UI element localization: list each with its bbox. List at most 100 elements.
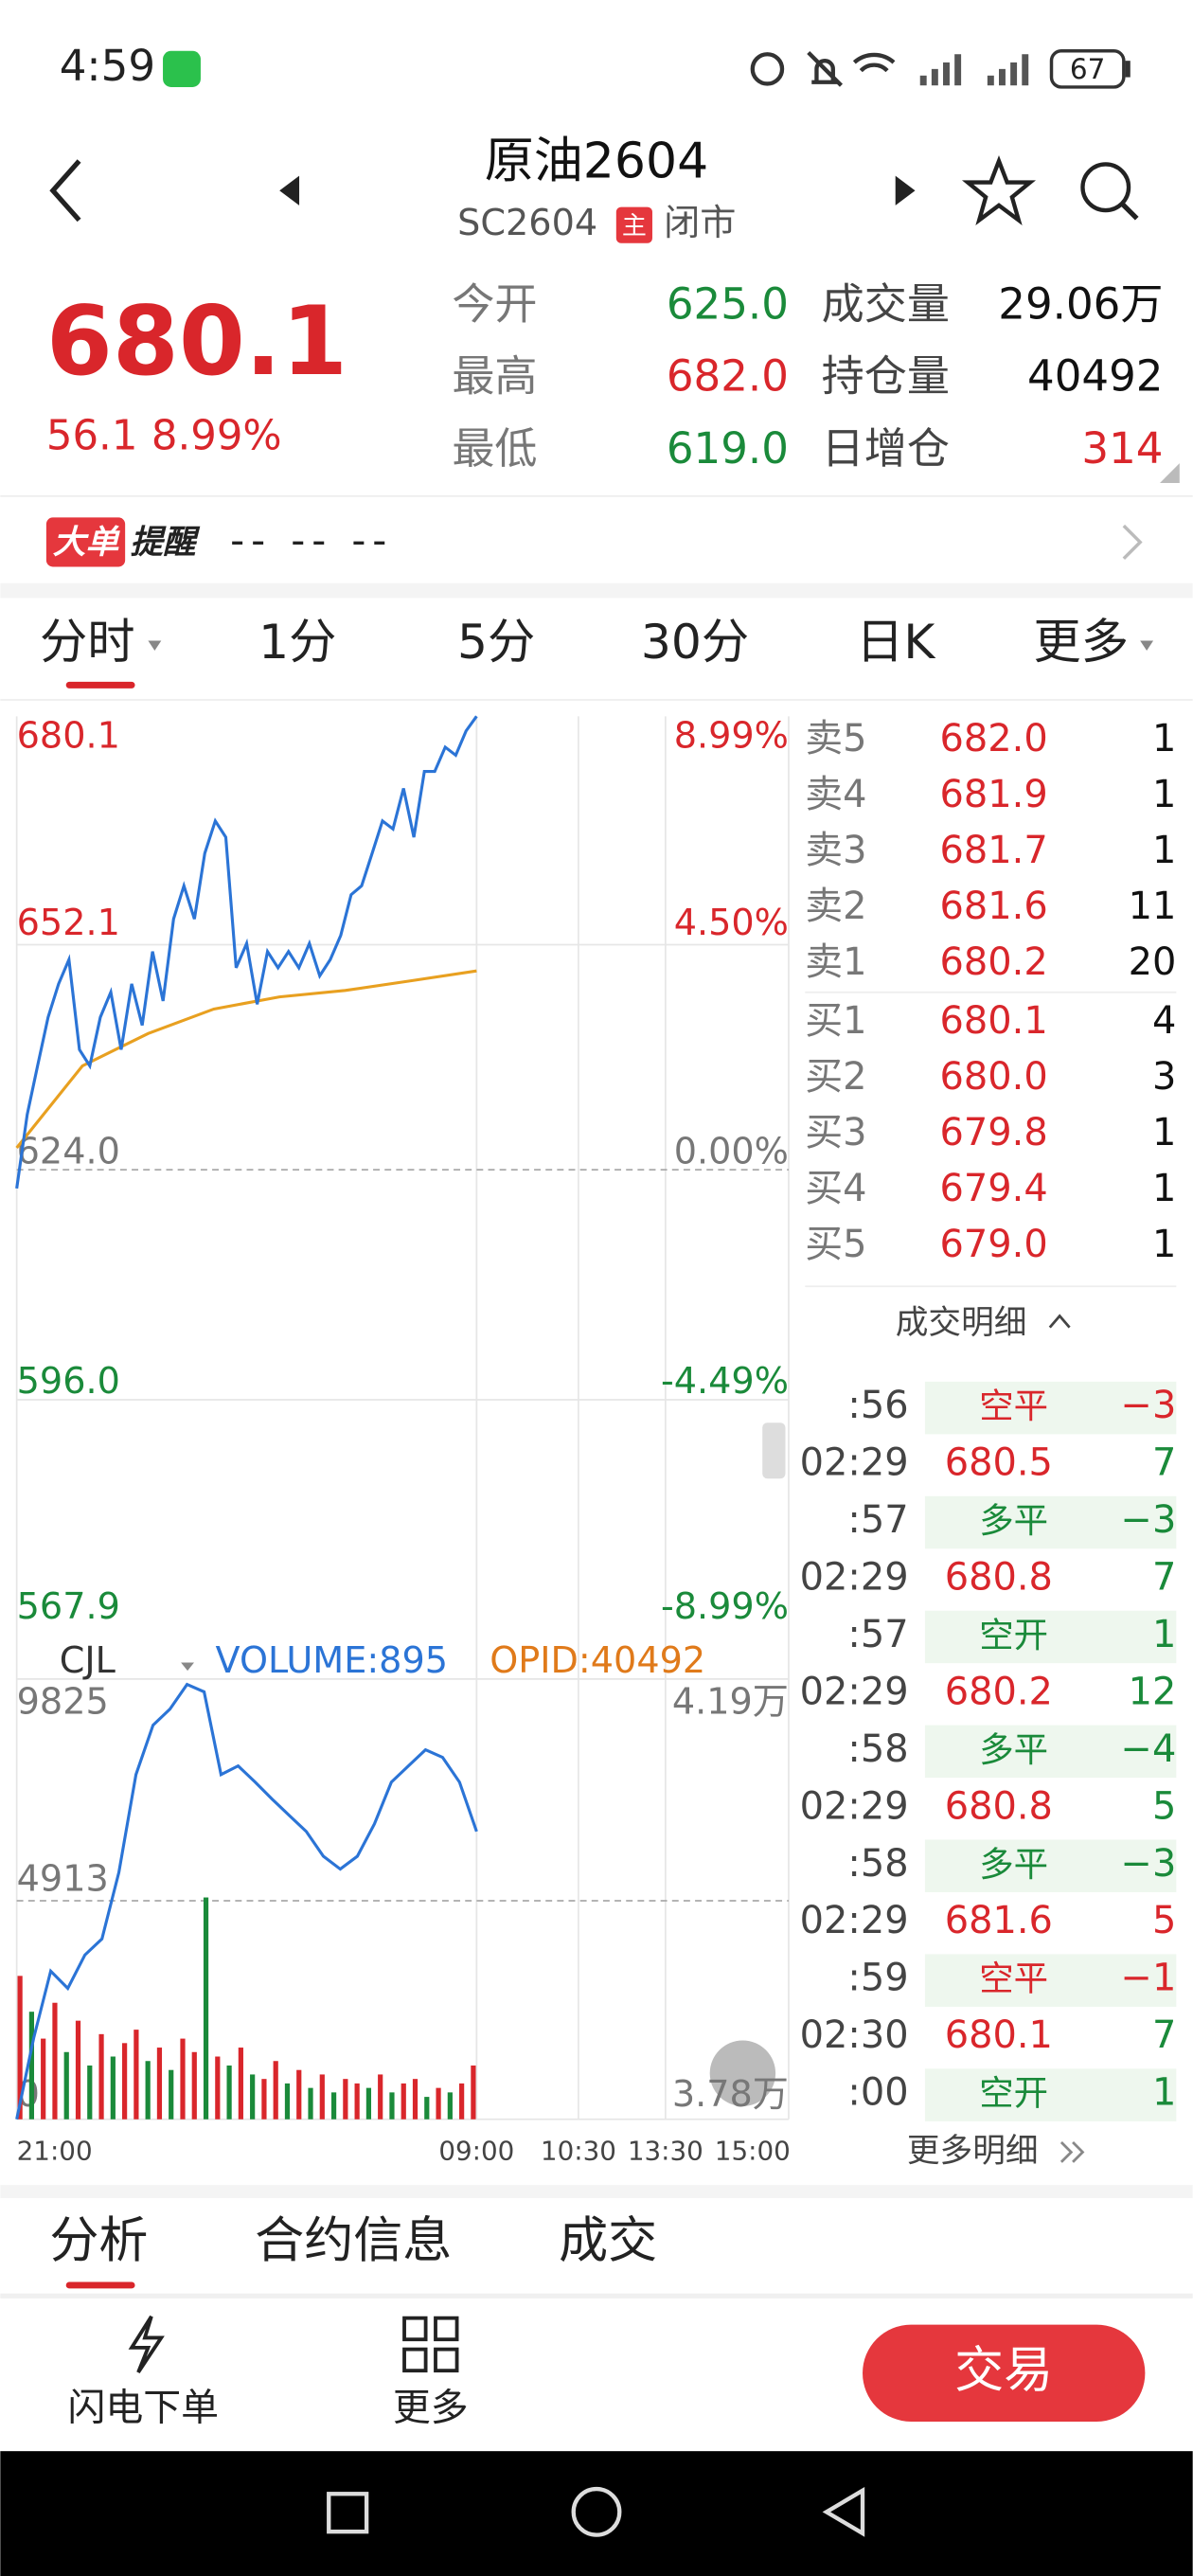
wechat-icon bbox=[163, 50, 201, 87]
volume-bar bbox=[238, 2048, 243, 2120]
price-axis-label: 567.9 bbox=[17, 1585, 120, 1627]
volume-bar bbox=[75, 2020, 81, 2120]
volume-bar bbox=[110, 2056, 116, 2120]
volume-bar bbox=[250, 2074, 256, 2120]
trade-price: 680.8 bbox=[945, 1555, 1053, 1599]
volume-bar bbox=[389, 2092, 395, 2120]
book-price: 679.8 bbox=[940, 1111, 1048, 1154]
trade-button-text[interactable]: 交易 bbox=[954, 2343, 1053, 2400]
volume-bar bbox=[52, 2002, 58, 2120]
volume-bar bbox=[28, 2012, 35, 2120]
bottom-tab[interactable]: 合约信息 bbox=[255, 2213, 452, 2270]
period-tab[interactable]: 1分 bbox=[258, 614, 336, 670]
side-handle[interactable] bbox=[762, 1422, 786, 1479]
trade-time: :59 bbox=[847, 1957, 908, 2000]
pct-axis-label: 8.99% bbox=[674, 714, 789, 756]
alert-chevron[interactable] bbox=[1122, 524, 1143, 561]
trade-qty: 1 bbox=[1152, 2071, 1176, 2115]
stat-label: 今开 bbox=[452, 278, 537, 329]
next-icon[interactable] bbox=[895, 175, 916, 206]
book-qty: 1 bbox=[1152, 1223, 1176, 1266]
grid-icon[interactable] bbox=[402, 2316, 459, 2373]
trade-type: 空平 bbox=[979, 1959, 1048, 1999]
more-detail[interactable]: 更多明细 bbox=[907, 2132, 1039, 2170]
search-icon[interactable] bbox=[1080, 162, 1131, 213]
volume-bar bbox=[354, 2083, 360, 2120]
volume-bar bbox=[424, 2097, 430, 2120]
price-axis-label: 596.0 bbox=[17, 1360, 120, 1402]
trade-qty: 12 bbox=[1129, 1670, 1177, 1713]
volume-bar bbox=[296, 2069, 302, 2120]
price-change-pct: 8.99% bbox=[151, 413, 282, 460]
volume-bar bbox=[203, 1897, 209, 2120]
stat-value: 29.06万 bbox=[998, 278, 1163, 329]
nav-home[interactable] bbox=[571, 2486, 622, 2537]
volume-bar bbox=[261, 2079, 267, 2120]
trade-price: 680.5 bbox=[945, 1441, 1053, 1485]
stat-label: 最高 bbox=[452, 351, 537, 402]
tab-arrow bbox=[1140, 640, 1154, 651]
search-handle bbox=[1120, 202, 1139, 221]
volume-bar bbox=[145, 2061, 151, 2120]
volume-bar bbox=[343, 2079, 348, 2120]
trade-type: 多平 bbox=[979, 1500, 1048, 1541]
signal-icons bbox=[919, 54, 1029, 86]
volume-bar bbox=[412, 2079, 418, 2120]
period-tab[interactable]: 30分 bbox=[641, 614, 749, 670]
volume-bar bbox=[169, 2069, 174, 2120]
detail-toggle[interactable]: 成交明细 bbox=[896, 1304, 1027, 1342]
volume-bar bbox=[98, 2033, 104, 2120]
volume-bar bbox=[447, 2092, 453, 2120]
more-chevron[interactable] bbox=[1059, 2141, 1085, 2163]
action-label[interactable]: 更多 bbox=[393, 2386, 469, 2429]
trade-price: 681.6 bbox=[945, 1899, 1053, 1942]
volume-bar bbox=[191, 2051, 197, 2120]
open-interest-line bbox=[15, 1682, 478, 2120]
period-tab[interactable]: 日K bbox=[856, 614, 936, 670]
trade-time: :58 bbox=[847, 1727, 908, 1771]
period-tab[interactable]: 5分 bbox=[457, 614, 535, 670]
collapse-button[interactable] bbox=[709, 2040, 776, 2106]
lightning-icon[interactable] bbox=[128, 2315, 165, 2373]
volume-bar bbox=[459, 2083, 465, 2120]
book-label: 卖2 bbox=[805, 885, 866, 928]
nav-recent[interactable] bbox=[327, 2492, 369, 2534]
book-price: 680.1 bbox=[940, 999, 1048, 1043]
star-icon[interactable] bbox=[961, 154, 1037, 226]
volume-bar bbox=[308, 2087, 313, 2120]
trade-button[interactable] bbox=[863, 2324, 1146, 2422]
stat-value: 40492 bbox=[1027, 351, 1163, 402]
average-line bbox=[15, 969, 477, 1150]
stat-value: 314 bbox=[1081, 423, 1163, 474]
back-icon[interactable] bbox=[49, 159, 81, 223]
gap bbox=[0, 2185, 1193, 2199]
bottom-tab[interactable]: 成交 bbox=[559, 2213, 657, 2270]
battery bbox=[1049, 49, 1126, 89]
volume-bar bbox=[471, 2065, 476, 2120]
book-qty: 1 bbox=[1152, 1111, 1176, 1154]
volume-axis-label: 9825 bbox=[17, 1680, 109, 1722]
volume-bar bbox=[226, 2065, 232, 2120]
period-tab[interactable]: 更多 bbox=[1033, 614, 1129, 670]
battery-tip bbox=[1125, 61, 1131, 78]
book-label: 卖1 bbox=[805, 940, 866, 984]
period-tab[interactable]: 分时 bbox=[40, 614, 135, 670]
nav-back[interactable] bbox=[822, 2486, 865, 2537]
action-label[interactable]: 闪电下单 bbox=[67, 2386, 219, 2429]
prev-icon[interactable] bbox=[279, 175, 300, 206]
stat-value: 682.0 bbox=[667, 351, 789, 402]
volume-bar bbox=[378, 2074, 383, 2120]
bottom-tab[interactable]: 分析 bbox=[49, 2213, 148, 2270]
tab-arrow bbox=[148, 640, 162, 651]
toggle-chevron[interactable] bbox=[1048, 1314, 1071, 1329]
trade-qty: −4 bbox=[1121, 1727, 1177, 1771]
volume-bar bbox=[17, 1976, 23, 2120]
book-price: 681.6 bbox=[940, 885, 1048, 928]
trade-qty: 1 bbox=[1152, 1613, 1176, 1656]
trade-type: 空平 bbox=[979, 1386, 1048, 1426]
trade-type-bg bbox=[924, 1495, 1177, 1549]
time-axis-label: 13:30 bbox=[628, 2135, 703, 2166]
price-axis-label: 624.0 bbox=[17, 1130, 120, 1172]
